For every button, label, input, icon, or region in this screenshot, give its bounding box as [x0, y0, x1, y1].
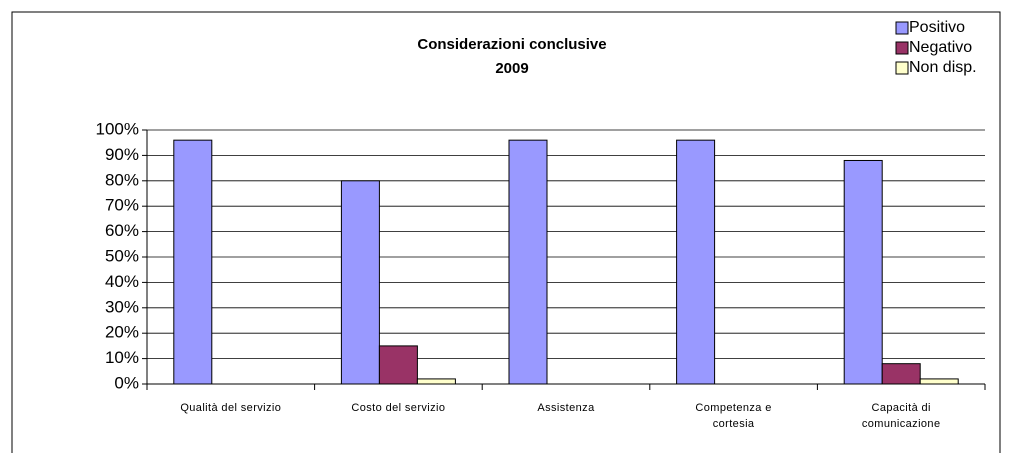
legend-label: Positivo — [909, 19, 965, 36]
chart-subtitle: 2009 — [495, 60, 528, 77]
y-tick-label: 0% — [114, 373, 139, 392]
legend-swatch — [895, 61, 909, 75]
legend-label: Non disp. — [909, 59, 977, 76]
bar — [340, 180, 380, 385]
legend-label: Negativo — [909, 39, 972, 56]
legend-swatch — [895, 21, 909, 35]
y-tick-label: 80% — [105, 170, 139, 189]
y-tick-label: 10% — [105, 348, 139, 367]
y-tick-label: 30% — [105, 297, 139, 316]
legend-swatch — [895, 41, 909, 55]
y-tick-label: 60% — [105, 221, 139, 240]
bar — [173, 139, 213, 385]
x-tick-label: Capacità di comunicazione — [861, 402, 941, 430]
x-tick-label: Qualità del servizio — [180, 402, 282, 414]
bar — [881, 363, 921, 385]
bar — [919, 378, 959, 385]
bar — [378, 345, 418, 385]
y-tick-label: 50% — [105, 246, 139, 265]
bar — [416, 378, 456, 385]
x-tick-label: Costo del servizio — [351, 402, 446, 414]
chart-title: Considerazioni conclusive — [417, 36, 606, 53]
y-tick-label: 100% — [96, 119, 139, 138]
bar — [843, 159, 883, 385]
y-tick-label: 20% — [105, 323, 139, 342]
bar — [508, 139, 548, 385]
x-tick-label: Competenza e cortesia — [695, 402, 772, 430]
y-tick-label: 90% — [105, 145, 139, 164]
y-tick-label: 70% — [105, 196, 139, 215]
x-tick-label: Assistenza — [537, 402, 595, 414]
bar — [676, 139, 716, 385]
y-tick-label: 40% — [105, 272, 139, 291]
